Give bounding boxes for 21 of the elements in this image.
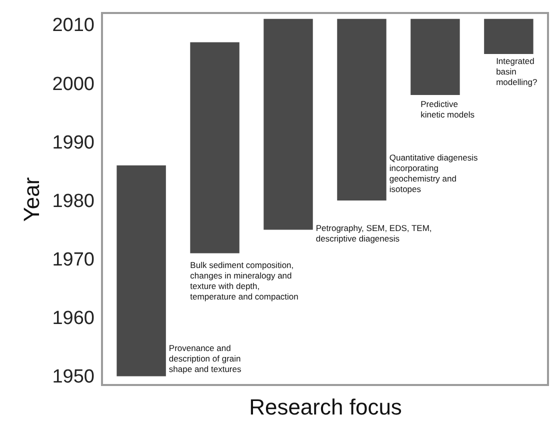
y-tick-label: 2010 [52,15,94,36]
y-axis-title: Year [19,177,44,222]
y-tick-label: 1980 [52,190,94,212]
y-tick-label: 1960 [52,308,94,330]
annotation: Petrography, SEM, EDS, TEM, descriptive diagenesis [316,222,432,244]
annotation: Quantitative diagenesis incorporating geochemistry and isotopes [389,152,478,194]
annotation: Provenance and description of grain shape and textures [168,343,242,374]
y-tick-label: 1950 [52,366,94,388]
bar [190,42,240,254]
annotation: Integrated basin modelling? [496,56,538,88]
bar [337,18,386,200]
annotation: Bulk sediment composition, changes in mineralogy and texture with depth, temperature and compaction [190,260,299,302]
bar [116,165,166,376]
y-tick-label: 1990 [52,132,94,154]
y-tick-label: 2000 [52,74,94,95]
x-axis-title: Research focus [249,394,402,420]
y-tick-label: 1970 [52,250,94,271]
annotation: Predictive kinetic models [420,99,474,120]
bar [264,18,313,230]
bar [484,18,534,54]
bar [410,18,460,96]
